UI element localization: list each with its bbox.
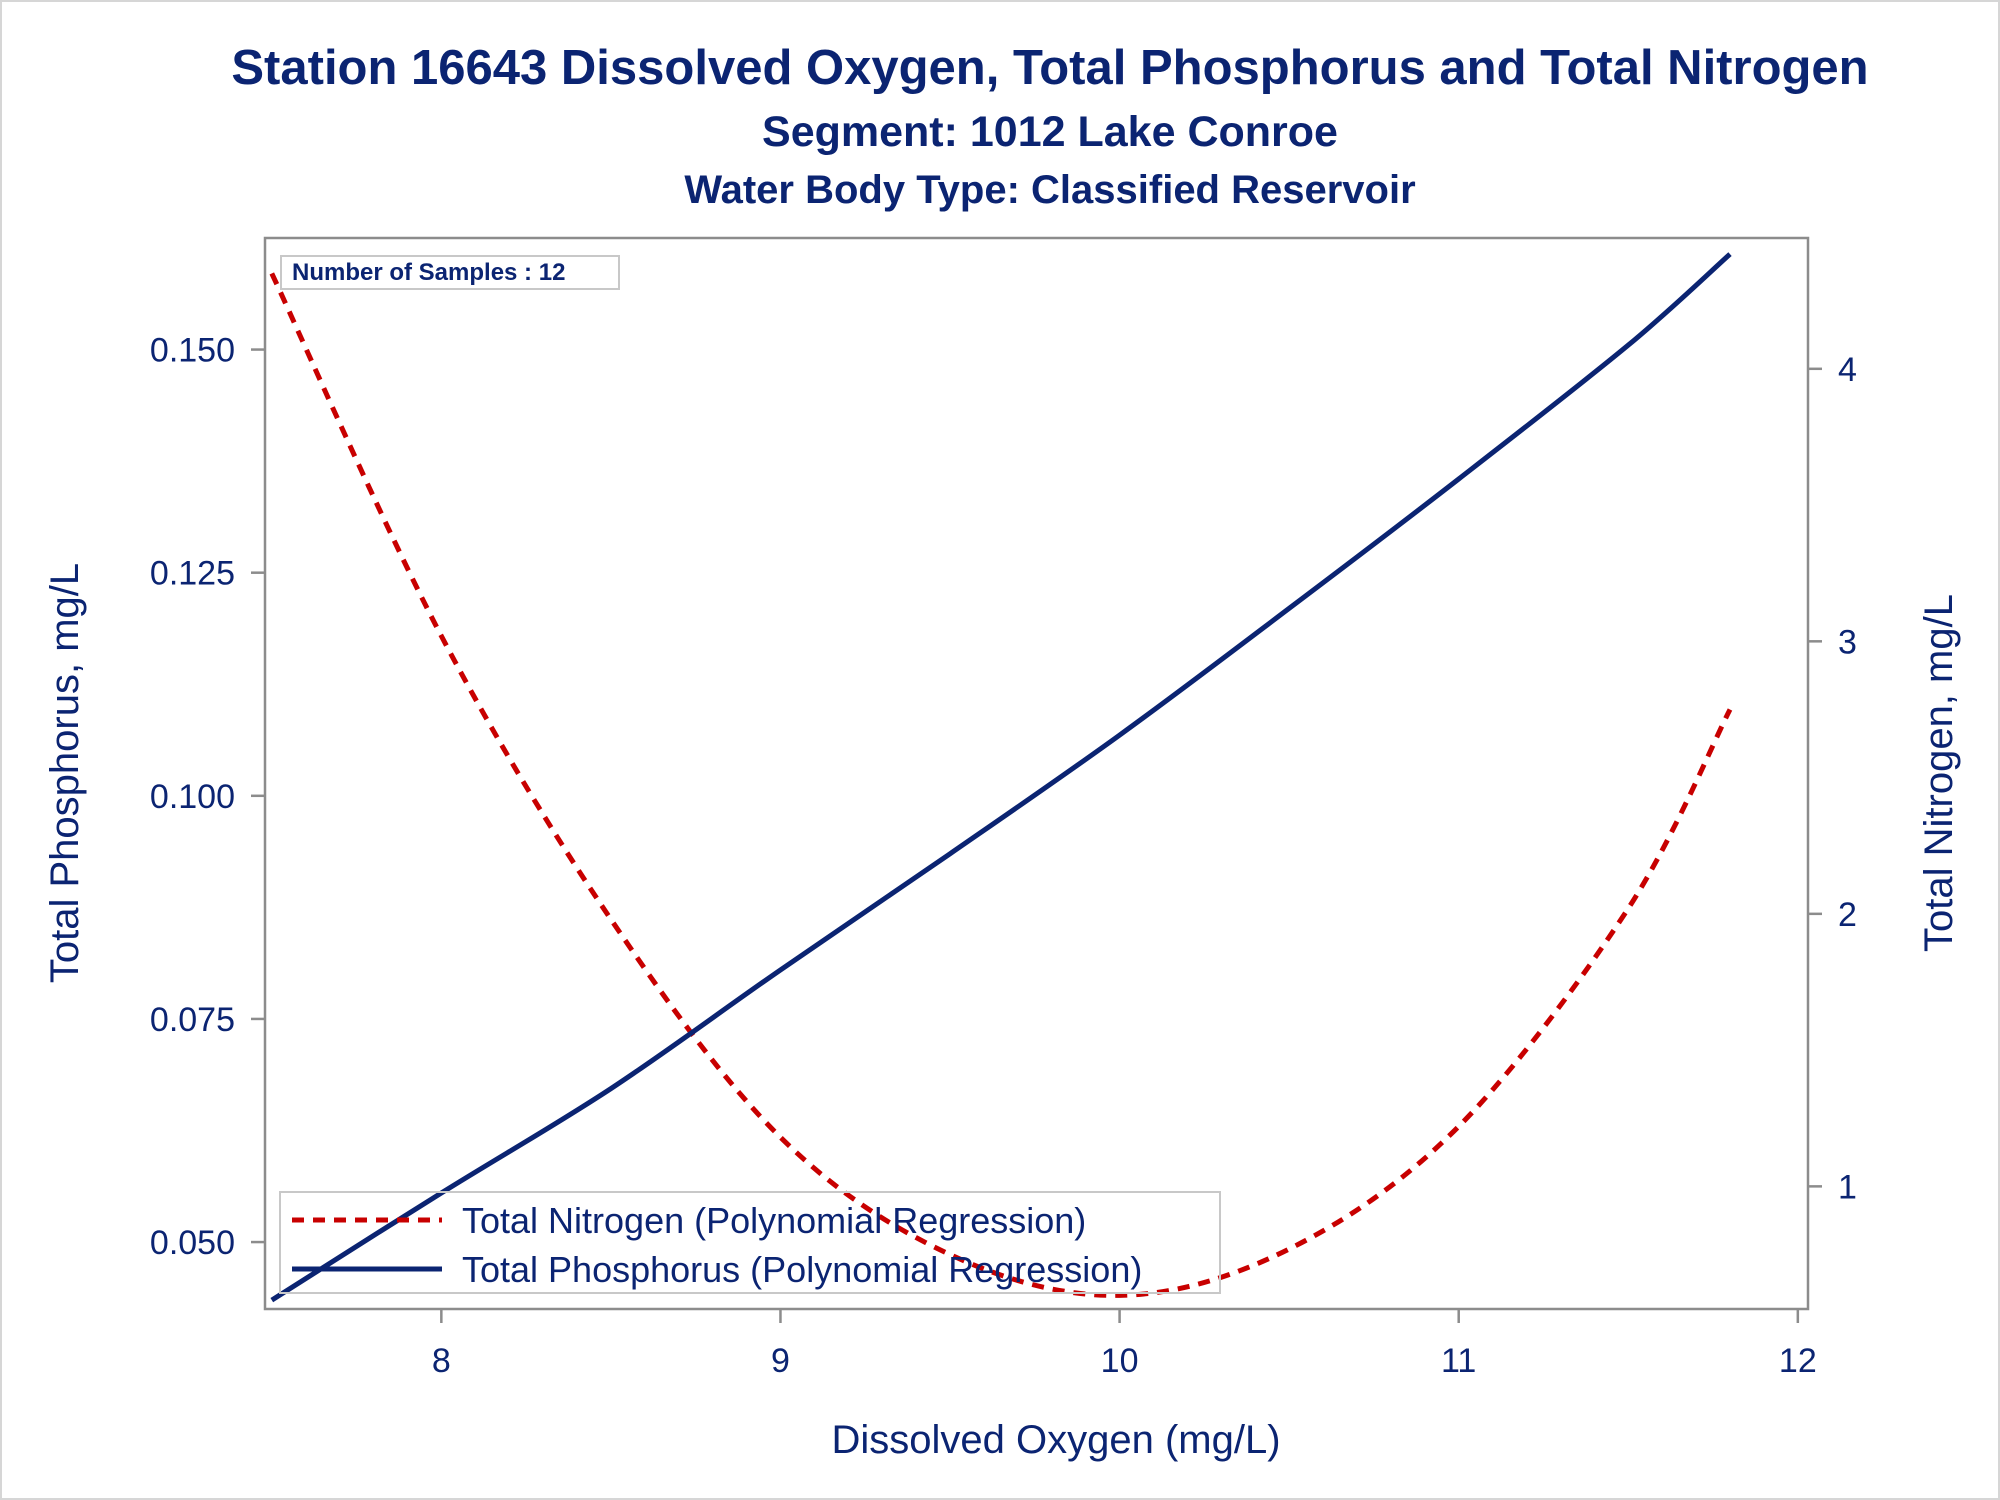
y-axis-right: 1 2 3 4: [1808, 351, 1857, 1206]
y2-tick-label-2: 3: [1838, 623, 1857, 661]
legend-label-phosphorus: Total Phosphorus (Polynomial Regression): [462, 1249, 1142, 1290]
sample-count-inset: Number of Samples : 12: [280, 255, 620, 290]
chart-subtitle-waterbody: Water Body Type: Classified Reservoir: [684, 168, 1416, 212]
x-axis-label: Dissolved Oxygen (mg/L): [831, 1418, 1280, 1462]
y-axis-left: 0.050 0.075 0.100 0.125 0.150: [150, 332, 265, 1262]
legend: Total Nitrogen (Polynomial Regression) T…: [279, 1191, 1221, 1294]
series-line-nitrogen: [269, 272, 1733, 1298]
y2-tick-label-1: 2: [1838, 896, 1857, 934]
series-line-phosphorus: [270, 252, 1732, 1303]
y-tick-label-4: 0.150: [150, 332, 235, 370]
sample-count-label: Number of Samples : 12: [292, 259, 565, 286]
y2-tick-label-3: 4: [1838, 351, 1857, 389]
chart-subtitle-segment: Segment: 1012 Lake Conroe: [762, 108, 1338, 156]
y2-axis-label: Total Nitrogen, mg/L: [1917, 594, 1961, 952]
chart-title: Station 16643 Dissolved Oxygen, Total Ph…: [231, 41, 1869, 95]
series-group: [269, 252, 1733, 1303]
legend-label-nitrogen: Total Nitrogen (Polynomial Regression): [462, 1200, 1086, 1241]
x-tick-label-0: 8: [432, 1342, 451, 1380]
x-tick-label-2: 10: [1101, 1342, 1139, 1380]
y-axis-label: Total Phosphorus, mg/L: [43, 563, 87, 983]
sample-count-box: [280, 255, 620, 290]
x-tick-label-1: 9: [771, 1342, 790, 1380]
x-tick-label-4: 12: [1779, 1342, 1817, 1380]
y-tick-label-3: 0.125: [150, 555, 235, 593]
y2-tick-label-0: 1: [1838, 1168, 1857, 1206]
y-tick-label-2: 0.100: [150, 778, 235, 816]
x-axis: 8 9 10 11 12: [432, 1309, 1817, 1380]
y-tick-label-0: 0.050: [150, 1224, 235, 1262]
legend-box: [279, 1191, 1221, 1294]
x-tick-label-3: 11: [1441, 1342, 1476, 1380]
y-tick-label-1: 0.075: [150, 1001, 235, 1039]
plot-area-border: [263, 236, 1810, 1311]
